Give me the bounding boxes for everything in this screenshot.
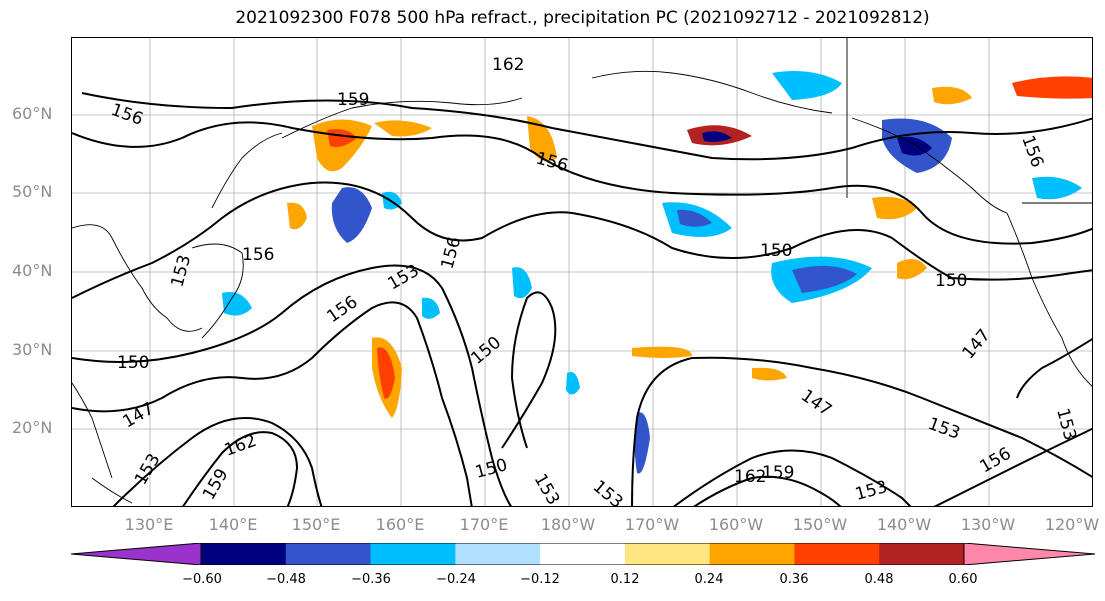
contour-label: 159	[199, 465, 233, 503]
colorbar-extend-low	[71, 543, 201, 565]
contour-label: 153	[1052, 406, 1080, 443]
contour-label: 153	[530, 471, 564, 508]
lon-label: 150°E	[291, 515, 341, 534]
lon-label: 160°W	[708, 515, 764, 534]
lon-label: 140°W	[876, 515, 932, 534]
lat-label: 60°N	[12, 104, 53, 123]
colorbar-swatch	[370, 543, 456, 565]
lon-label: 180°W	[540, 515, 596, 534]
contour-label: 150	[467, 333, 505, 369]
contour-label: 147	[797, 386, 835, 421]
colorbar-tick: 0.36	[779, 572, 809, 587]
contour-lines	[72, 92, 1092, 506]
colorbar-swatch	[285, 543, 372, 565]
colorbar-swatch	[455, 543, 541, 565]
contour-label: 156	[438, 235, 466, 272]
lon-label: 150°W	[792, 515, 848, 534]
colorbar-tick: 0.12	[610, 572, 640, 587]
colorbar-tick: −0.36	[351, 572, 391, 587]
colorbar	[71, 543, 1095, 565]
colorbar-tick: −0.24	[436, 572, 476, 587]
colorbar-swatch	[624, 543, 711, 565]
contour-label: 156	[108, 100, 145, 130]
lat-label: 20°N	[12, 418, 53, 437]
contour-label: 156	[242, 245, 274, 265]
lon-label: 160°E	[375, 515, 425, 534]
lon-label: 130°W	[960, 515, 1016, 534]
contour-label: 153	[925, 414, 962, 444]
colorbar-tick: 0.48	[864, 572, 894, 587]
contour-label: 159	[762, 463, 794, 483]
contour-label: 150	[935, 271, 967, 291]
colorbar-swatch	[709, 543, 795, 565]
contour-label: 162	[492, 55, 524, 75]
lat-label: 30°N	[12, 340, 53, 359]
contour-label: 156	[534, 149, 571, 177]
colorbar-swatch	[540, 543, 626, 565]
contour-label: 153	[168, 253, 196, 290]
coastlines	[72, 38, 1092, 504]
colorbar-swatch	[794, 543, 880, 565]
colorbar-tick: −0.48	[266, 572, 306, 587]
contour-label: 153	[589, 477, 627, 507]
contour-label: 147	[120, 399, 158, 433]
lon-label: 140°E	[208, 515, 258, 534]
colorbar-tick: −0.12	[520, 572, 560, 587]
contour-label: 156	[1017, 133, 1047, 170]
colorbar-tick: 0.24	[694, 572, 724, 587]
contour-label: 162	[734, 467, 766, 487]
contour-label: 156	[323, 292, 361, 327]
contour-label: 150	[760, 241, 792, 261]
lon-label: 120°W	[1044, 515, 1100, 534]
map-title: 2021092300 F078 500 hPa refract., precip…	[235, 8, 930, 28]
contour-label: 150	[117, 353, 149, 373]
colorbar-extend-high	[964, 543, 1095, 565]
contour-label: 156	[977, 444, 1015, 478]
colorbar-tick: 0.60	[948, 572, 978, 587]
contour-label: 153	[131, 450, 165, 488]
map-panel: 162 159 156 156 156 156 153 156 156 150 …	[71, 37, 1093, 507]
colorbar-swatch	[201, 543, 287, 565]
contour-label: 150	[473, 455, 510, 483]
lon-label: 170°W	[624, 515, 680, 534]
lon-label: 170°E	[459, 515, 509, 534]
map-canvas: 162 159 156 156 156 156 153 156 156 150 …	[72, 38, 1092, 508]
contour-label: 159	[337, 90, 369, 110]
lat-label: 40°N	[12, 261, 53, 280]
contour-label: 162	[222, 431, 259, 461]
lon-label: 130°E	[124, 515, 174, 534]
colorbar-swatch	[879, 543, 965, 565]
contour-label: 153	[853, 477, 890, 505]
lat-label: 50°N	[12, 182, 53, 201]
colorbar-tick: −0.60	[182, 572, 222, 587]
